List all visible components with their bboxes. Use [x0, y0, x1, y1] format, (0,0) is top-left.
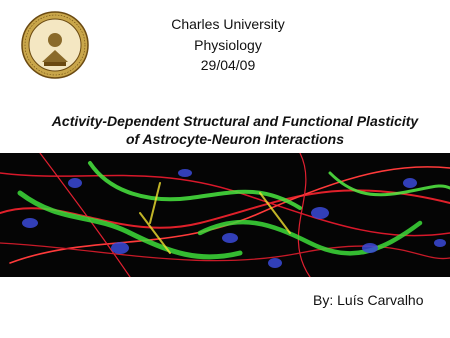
- date: 29/04/09: [200, 57, 256, 73]
- institution: Charles University: [171, 16, 285, 32]
- author: By: Luís Carvalho: [313, 292, 424, 308]
- microscopy-image: [0, 153, 450, 277]
- title-line: of Astrocyte-Neuron Interactions: [125, 131, 345, 147]
- university-seal: [21, 11, 89, 79]
- title-line: Activity-Dependent Structural and Functi…: [51, 113, 419, 129]
- department: Physiology: [194, 37, 262, 53]
